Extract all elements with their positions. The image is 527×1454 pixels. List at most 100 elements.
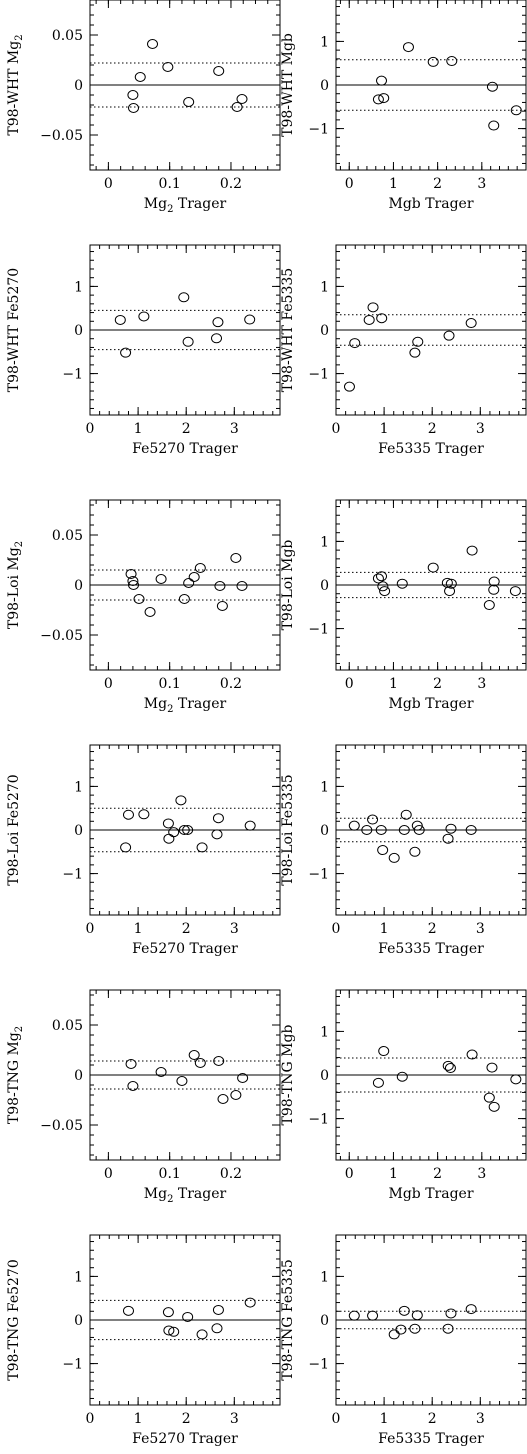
x-tick-label: 1	[134, 421, 143, 437]
chart-panel-6: 0 1 2 3 −1 0 1 Mgb Trager T98-Loi Mgb	[280, 499, 527, 712]
data-point	[127, 576, 139, 586]
data-point	[445, 1308, 457, 1319]
y-axis-label: T98-Loi Mgb	[280, 540, 296, 631]
data-point	[466, 545, 478, 556]
y-axis-label: T98-WHT Mg2	[6, 34, 25, 135]
data-point	[178, 594, 190, 604]
x-tick-label: 0	[104, 1166, 113, 1182]
x-tick-label: 1	[380, 421, 389, 437]
data-point	[465, 318, 477, 329]
y-axis-label: T98-WHT Fe5270	[6, 268, 22, 392]
x-tick-label: 2	[433, 1166, 442, 1182]
x-tick-label: 0	[332, 421, 341, 437]
data-point	[120, 842, 132, 853]
x-axis-label: Fe5270 Trager	[132, 941, 238, 957]
x-tick-label: 0.1	[159, 1166, 181, 1182]
x-tick-label: 0	[86, 1411, 95, 1427]
x-tick-label: 3	[477, 1166, 486, 1182]
data-point	[388, 1329, 400, 1340]
y-tick-label: −1	[62, 867, 83, 883]
data-point	[213, 66, 225, 76]
y-axis-label: T98-TNG Fe5270	[6, 1259, 22, 1380]
y-tick-label: −0.05	[40, 1118, 83, 1134]
y-tick-label: 0	[74, 578, 83, 594]
data-point	[444, 1063, 456, 1074]
y-tick-label: 1	[320, 279, 329, 295]
y-tick-label: −0.05	[40, 128, 83, 144]
y-tick-label: −1	[308, 122, 329, 138]
chart-panel-10: 0 1 2 3 −1 0 1 Mgb Trager T98-TNG Mgb	[280, 989, 527, 1202]
x-axis-label: Mgb Trager	[388, 1186, 473, 1202]
data-point	[155, 1067, 167, 1077]
y-tick-label: 0	[320, 823, 329, 839]
plot-frame	[89, 1234, 281, 1406]
data-point	[196, 1329, 208, 1340]
chart-panel-5: 0 0.1 0.2 −0.05 0 0.05 Mg2 Trager T98-Loi Mg2	[6, 499, 281, 715]
data-point	[379, 586, 391, 597]
x-tick-label: 0.1	[159, 676, 181, 692]
data-point	[446, 56, 458, 67]
data-point	[155, 574, 167, 584]
y-tick-label: 0	[74, 78, 83, 94]
x-tick-label: 0	[332, 1411, 341, 1427]
data-point	[466, 1049, 478, 1060]
data-point	[442, 833, 454, 844]
data-point	[400, 809, 412, 820]
data-point	[213, 1056, 225, 1066]
y-axis-label: T98-Loi Fe5335	[280, 774, 296, 885]
x-tick-label: 0	[345, 176, 354, 192]
data-point	[134, 72, 146, 82]
data-point	[413, 825, 425, 835]
data-point	[182, 825, 194, 835]
plot-frame	[335, 1234, 527, 1406]
x-tick-label: 2	[433, 676, 442, 692]
x-axis-label: Fe5270 Trager	[132, 1431, 238, 1447]
data-point	[361, 825, 373, 835]
data-point	[367, 302, 379, 313]
x-tick-label: 0.1	[159, 176, 181, 192]
data-point	[183, 97, 195, 107]
data-point	[509, 586, 521, 597]
data-point	[444, 586, 456, 597]
data-point	[175, 795, 187, 806]
data-point	[349, 338, 361, 349]
data-point	[236, 581, 248, 591]
data-point	[412, 336, 424, 347]
data-point	[216, 601, 228, 611]
data-point	[178, 292, 190, 303]
y-tick-label: 0.05	[52, 1018, 83, 1034]
data-point	[396, 578, 408, 589]
x-tick-label: 3	[477, 676, 486, 692]
plot-frame	[335, 499, 527, 671]
y-tick-label: −0.05	[40, 628, 83, 644]
data-point	[372, 1077, 384, 1088]
data-point	[343, 381, 355, 392]
y-tick-label: 1	[320, 534, 329, 550]
x-axis-label: Mg2 Trager	[144, 196, 227, 215]
plot-frame	[335, 989, 527, 1161]
plot-frame	[89, 744, 281, 916]
data-point	[378, 1046, 390, 1057]
data-point	[144, 607, 156, 617]
plot-frame	[89, 499, 281, 671]
data-point	[237, 1073, 249, 1083]
plot-frame	[89, 989, 281, 1161]
data-point	[128, 103, 140, 113]
y-tick-label: 0.05	[52, 528, 83, 544]
x-tick-label: 1	[389, 176, 398, 192]
y-tick-label: 1	[74, 779, 83, 795]
y-tick-label: 1	[74, 1269, 83, 1285]
data-point	[138, 311, 150, 322]
data-point	[348, 820, 360, 831]
data-point	[465, 1304, 477, 1315]
data-point	[176, 1076, 188, 1086]
data-point	[427, 562, 439, 573]
x-tick-label: 1	[380, 1411, 389, 1427]
data-point	[230, 1090, 242, 1100]
data-point	[230, 553, 242, 563]
data-point	[376, 313, 388, 324]
data-point	[395, 1324, 407, 1335]
data-point	[214, 581, 226, 591]
data-point	[427, 56, 439, 67]
y-axis-label: T98-Loi Fe5270	[6, 774, 22, 885]
